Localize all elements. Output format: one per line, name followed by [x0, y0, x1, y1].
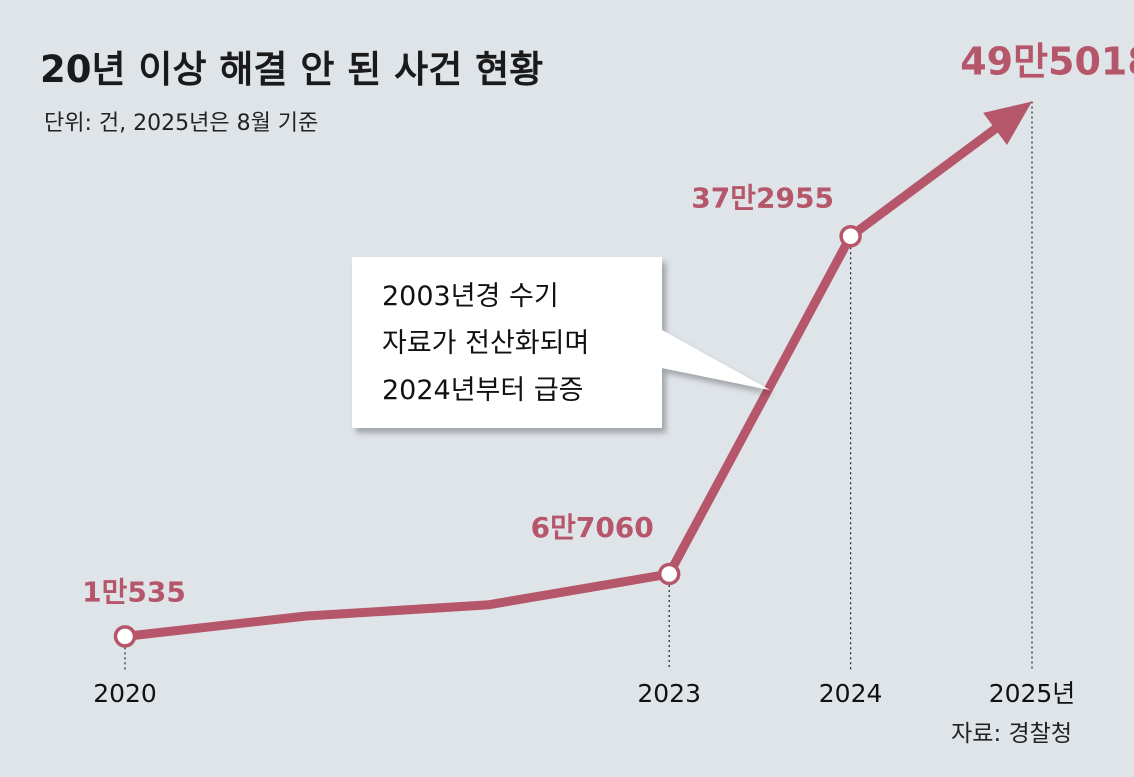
- data-point-marker: [657, 562, 681, 586]
- callout-text-line: 2003년경 수기: [382, 281, 559, 312]
- x-tick-label: 2025년: [989, 679, 1076, 708]
- data-point-marker: [113, 625, 137, 648]
- series-line: [120, 120, 1005, 641]
- guide-lines: [124, 101, 1033, 670]
- arrow-head-icon: [983, 101, 1032, 145]
- series-group: [113, 101, 1032, 648]
- data-labels: 1만535 6만7060 37만2955 49만5018: [82, 40, 1134, 609]
- data-label: 49만5018: [960, 40, 1134, 84]
- chart-title: 20년 이상 해결 안 된 사건 현황: [40, 48, 543, 91]
- callout-text-line: 2024년부터 급증: [382, 375, 584, 406]
- x-tick-label: 2023: [637, 679, 701, 708]
- data-label: 37만2955: [691, 181, 834, 214]
- callout-text-line: 자료가 전산화되며: [382, 328, 589, 359]
- chart-subtitle: 단위: 건, 2025년은 8월 기준: [44, 111, 318, 136]
- data-label: 1만535: [82, 575, 186, 608]
- source-note: 자료: 경찰청: [951, 721, 1072, 747]
- data-point-marker: [839, 225, 862, 248]
- x-tick-label: 2024: [819, 679, 883, 708]
- x-tick-label: 2020: [93, 679, 157, 708]
- callout-box: [352, 257, 770, 428]
- data-label: 6만7060: [531, 511, 654, 544]
- x-axis-ticks: 2020 2023 2024 2025년: [93, 679, 1075, 708]
